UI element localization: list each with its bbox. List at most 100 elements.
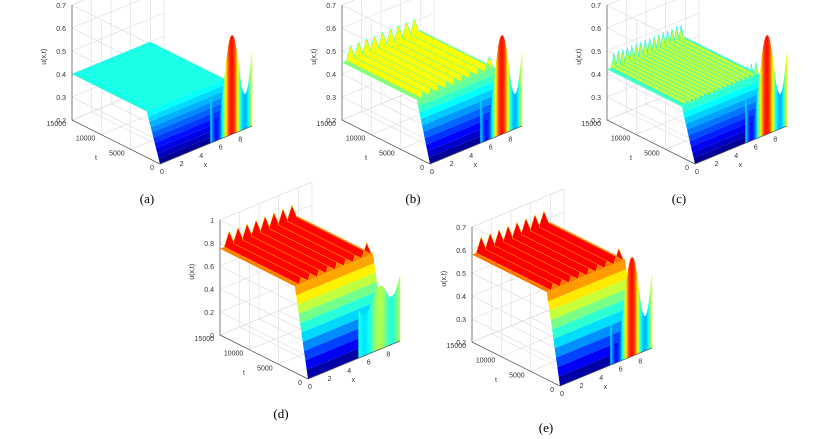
x-tick-label: 2	[580, 383, 584, 390]
caption-b: (b)	[405, 191, 421, 206]
surface-slope-band	[688, 103, 768, 142]
z-tick-label: 1	[210, 218, 214, 225]
z-tick-label: 0.2	[591, 118, 601, 125]
surface-slope-band	[423, 99, 503, 139]
t-axis-label: t	[243, 370, 245, 377]
x-tick-label: 8	[386, 352, 390, 359]
surface-slope-band	[419, 80, 499, 120]
x-tick-label: 4	[347, 368, 351, 375]
x-tick-label: 8	[638, 359, 642, 366]
z-axis-label: u(x,t)	[41, 49, 48, 65]
z-tick-label: 0.6	[56, 26, 66, 33]
x-axis-label: x	[604, 384, 608, 391]
z-tick-label: 0.6	[456, 248, 466, 255]
caption-c: (c)	[671, 191, 687, 206]
surface-front-wave	[251, 53, 253, 127]
surface-slope-band	[546, 259, 627, 302]
x-tick-label: 6	[489, 145, 493, 152]
surface-slope-band	[683, 80, 763, 119]
t-tick-label: 10000	[346, 136, 366, 143]
x-tick-label: 0	[308, 384, 312, 391]
z-tick-label: 0.5	[591, 49, 601, 56]
x-tick-label: 4	[469, 153, 473, 160]
z-tick-label: 0.4	[456, 294, 466, 301]
x-tick-label: 6	[619, 367, 623, 374]
t-tick-label: 0	[150, 165, 154, 172]
z-tick-label: 0.4	[591, 72, 601, 79]
surface-ridge	[538, 210, 625, 265]
z-tick-label: 0.4	[204, 287, 214, 294]
surface-slope-band	[294, 253, 375, 296]
surface-slope-band	[422, 93, 502, 132]
caption-a: (a)	[139, 191, 155, 206]
z-tick-label: 0.4	[326, 72, 336, 79]
surface-front-wave	[399, 276, 401, 342]
z-tick-label: 0.2	[326, 118, 336, 125]
x-tick-label: 2	[715, 161, 719, 168]
subplot-c: 0.2 0.3 0.4 0.5 0.6 0.7 0 2 4 6 8 0 5000 10000 15000 u(…	[555, 0, 805, 176]
z-tick-label: 0.6	[326, 26, 336, 33]
surface-slope-band	[552, 297, 632, 339]
surface-ridge	[409, 17, 495, 73]
x-tick-label: 8	[773, 137, 777, 144]
t-axis-line	[341, 119, 431, 165]
x-tick-label: 6	[754, 145, 758, 152]
t-tick-label: 5000	[644, 150, 660, 157]
surface-front-wave	[786, 53, 788, 127]
x-axis-label: x	[739, 162, 743, 169]
z-tick-label: 0.2	[204, 310, 214, 317]
surface-plot-d: 0 0.2 0.4 0.6 0.8 1 0 2 4 6 8 0 5000 10000 15000 u(x,t)…	[189, 181, 401, 391]
surface-plot-e: 0.2 0.3 0.4 0.5 0.6 0.7 0 2 4 6 8 0 5000 10000 15000 u(…	[441, 188, 653, 398]
subplot-d: 0 0.2 0.4 0.6 0.8 1 0 2 4 6 8 0 5000 10000 15000 u(x,t)…	[168, 181, 418, 391]
caption-d: (d)	[273, 406, 289, 421]
subplot-b: 0.2 0.3 0.4 0.5 0.6 0.7 0 2 4 6 8 0 5000 10000 15000 u(…	[290, 0, 540, 176]
t-tick-label: 15000	[47, 121, 67, 128]
t-tick-label: 10000	[76, 136, 96, 143]
surface-ridge	[678, 24, 759, 78]
surface-plot-c: 0.2 0.3 0.4 0.5 0.6 0.7 0 2 4 6 8 0 5000 10000 15000 u(…	[576, 0, 788, 176]
x-tick-label: 8	[238, 137, 242, 144]
surface-slope-band	[549, 278, 629, 321]
x-tick-label: 8	[508, 137, 512, 144]
t-tick-label: 0	[420, 165, 424, 172]
t-axis-label: t	[495, 377, 497, 384]
t-axis-label: t	[95, 155, 97, 162]
surface-slope-band	[296, 263, 376, 305]
surface-slope-band	[424, 106, 505, 145]
z-tick-label: 0.8	[204, 241, 214, 248]
surface-slope-band	[689, 108, 770, 147]
t-tick-label: 5000	[509, 372, 525, 379]
x-axis-label: x	[204, 162, 208, 169]
t-axis-line	[471, 341, 561, 387]
caption-e: (e)	[538, 420, 554, 435]
z-tick-label: 0	[210, 333, 214, 340]
surface-slope-band	[684, 85, 764, 124]
t-tick-label: 15000	[582, 121, 602, 128]
surface-slope-band	[148, 84, 228, 122]
subplot-a: 0.2 0.3 0.4 0.5 0.6 0.7 0 2 4 6 8 0 5000 10000 15000 u(…	[20, 0, 270, 176]
t-tick-label: 5000	[379, 150, 395, 157]
t-axis-line	[71, 119, 161, 165]
z-tick-label: 0.3	[326, 95, 336, 102]
x-axis-label: x	[474, 162, 478, 169]
z-tick-label: 0.3	[456, 317, 466, 324]
z-tick-label: 0.7	[591, 3, 601, 10]
t-tick-label: 5000	[109, 150, 125, 157]
z-axis-label: u(x,t)	[441, 271, 448, 287]
surface-slope-band	[554, 316, 635, 358]
t-axis-line	[219, 334, 309, 380]
t-tick-label: 10000	[476, 358, 496, 365]
surface-front-wave	[651, 275, 653, 349]
z-tick-label: 0.6	[591, 26, 601, 33]
x-tick-label: 2	[450, 161, 454, 168]
x-tick-label: 2	[328, 376, 332, 383]
surface-slope-band	[681, 74, 762, 113]
t-tick-label: 15000	[447, 343, 467, 350]
t-tick-label: 0	[298, 380, 302, 387]
z-tick-label: 0.5	[56, 49, 66, 56]
t-axis-label: t	[365, 155, 367, 162]
t-tick-label: 15000	[317, 121, 337, 128]
surface-slope-band	[426, 112, 506, 152]
x-tick-label: 2	[180, 161, 184, 168]
z-axis-label: u(x,t)	[576, 49, 583, 65]
